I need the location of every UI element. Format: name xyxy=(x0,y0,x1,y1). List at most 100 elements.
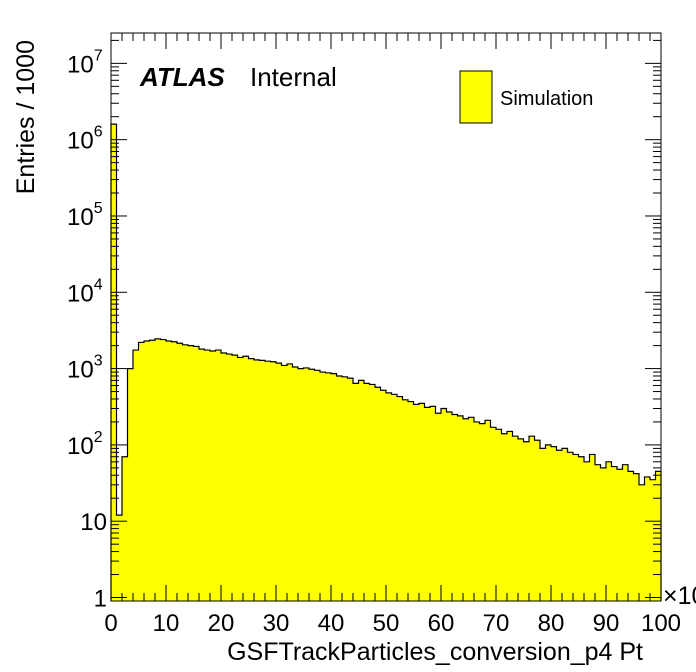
histogram-bin xyxy=(303,367,310,601)
histogram-bin xyxy=(138,342,145,601)
histogram-bin xyxy=(402,399,409,601)
histogram-bin xyxy=(490,427,497,601)
histogram-bin xyxy=(600,467,607,601)
histogram-bin xyxy=(408,401,414,601)
histogram-bin xyxy=(287,363,293,601)
y-tick-exponent: 7 xyxy=(94,47,103,64)
histogram-bin xyxy=(452,414,458,601)
histogram-bin xyxy=(611,466,618,601)
histogram-bin xyxy=(177,343,183,601)
histogram-bin xyxy=(204,350,211,601)
atlas-bold-text: ATLAS xyxy=(139,62,225,92)
x-tick-label: 90 xyxy=(593,610,620,637)
histogram-bin xyxy=(298,368,304,601)
histogram-bin xyxy=(397,396,403,601)
histogram-bin xyxy=(622,464,629,601)
y-tick-label: 104 xyxy=(67,276,103,307)
histogram-bin xyxy=(133,350,139,601)
histogram-bin xyxy=(155,338,161,601)
x-tick-labels: 0 10 20 30 40 50 60 70 80 90 100 xyxy=(104,610,681,637)
y-axis-ticks xyxy=(111,39,661,599)
histogram-bin xyxy=(578,456,585,601)
histogram-bin xyxy=(331,373,337,601)
histogram-bin xyxy=(551,446,557,601)
histogram-bars xyxy=(111,124,662,601)
histogram-bin xyxy=(336,375,343,601)
legend-swatch xyxy=(459,70,493,124)
y-tick-exponent: 3 xyxy=(94,353,103,370)
histogram-bin xyxy=(435,413,442,601)
histogram-bin xyxy=(463,418,469,601)
histogram-bin xyxy=(479,423,486,601)
histogram-bin xyxy=(265,361,271,601)
histogram-bin xyxy=(188,345,194,601)
histogram-bin xyxy=(529,436,535,601)
histogram-bin xyxy=(468,417,475,601)
histogram-bin xyxy=(309,369,315,601)
histogram-bin xyxy=(353,383,359,601)
histogram-bin xyxy=(276,363,282,601)
y-tick-exponent: 5 xyxy=(94,200,103,217)
histogram-bin xyxy=(193,346,200,601)
y-tick-label: 107 xyxy=(67,47,103,78)
y-tick-label: 10 xyxy=(80,509,107,536)
histogram-bin xyxy=(281,365,288,601)
histogram-bin xyxy=(232,355,238,601)
histogram-bin xyxy=(457,415,464,601)
y-tick-exponent: 4 xyxy=(94,276,103,293)
histogram-bin xyxy=(325,372,332,601)
histogram-bin xyxy=(540,448,546,601)
histogram-bin xyxy=(496,429,502,601)
histogram-bin xyxy=(501,433,508,601)
x-tick-label: 80 xyxy=(538,610,565,637)
y-axis-label: Entries / 1000 xyxy=(12,40,40,194)
histogram-bin xyxy=(215,350,222,601)
histogram-bin xyxy=(507,431,513,601)
atlas-label: ATLAS Internal xyxy=(139,62,337,92)
atlas-status-text: Internal xyxy=(250,62,337,92)
histogram-bin xyxy=(485,420,491,601)
histogram-bin xyxy=(248,358,255,601)
histogram-bin xyxy=(567,452,574,601)
histogram-bin xyxy=(655,471,662,601)
histogram-bin xyxy=(633,473,640,601)
histogram-bin xyxy=(562,448,568,601)
histogram-bin xyxy=(523,441,530,601)
x-axis-label: GSFTrackParticles_conversion_p4 Pt xyxy=(227,638,643,666)
histogram-bin xyxy=(650,479,656,601)
histogram-bin xyxy=(424,407,431,601)
histogram-bin xyxy=(259,360,266,601)
histogram-bin xyxy=(347,378,354,601)
histogram-bin xyxy=(419,403,425,601)
y-tick-label: 102 xyxy=(67,429,103,460)
histogram-bin xyxy=(446,411,453,601)
histogram-bin xyxy=(573,454,579,601)
histogram-bin xyxy=(237,357,244,601)
histogram-bin xyxy=(160,339,167,601)
y-tick-labels: 1 10 102 103 104 105 106 107 xyxy=(67,47,107,612)
histogram-bin xyxy=(226,354,233,601)
histogram-bin xyxy=(380,390,387,601)
x-axis-multiplier: ×10 xyxy=(663,582,696,610)
x-tick-label: 0 xyxy=(104,610,117,637)
histogram-bin xyxy=(518,438,524,601)
histogram-bin xyxy=(127,368,134,601)
histogram-bin xyxy=(364,383,370,601)
histogram-bin xyxy=(292,366,299,601)
histogram-bin xyxy=(413,404,420,601)
histogram-bin xyxy=(254,359,260,601)
histogram-bin xyxy=(144,340,150,601)
y-tick-label: 106 xyxy=(67,124,103,155)
x-tick-label: 30 xyxy=(263,610,290,637)
histogram-bin xyxy=(534,440,541,601)
y-tick-label: 103 xyxy=(67,353,103,384)
y-tick-label: 1 xyxy=(94,586,107,613)
histogram-bin xyxy=(116,515,123,601)
histogram-bin xyxy=(111,124,117,601)
histogram-bin xyxy=(320,372,326,601)
histogram-bin xyxy=(644,476,651,601)
histogram-bin xyxy=(556,450,563,601)
histogram-bin xyxy=(639,484,645,601)
histogram-bin xyxy=(369,384,376,601)
